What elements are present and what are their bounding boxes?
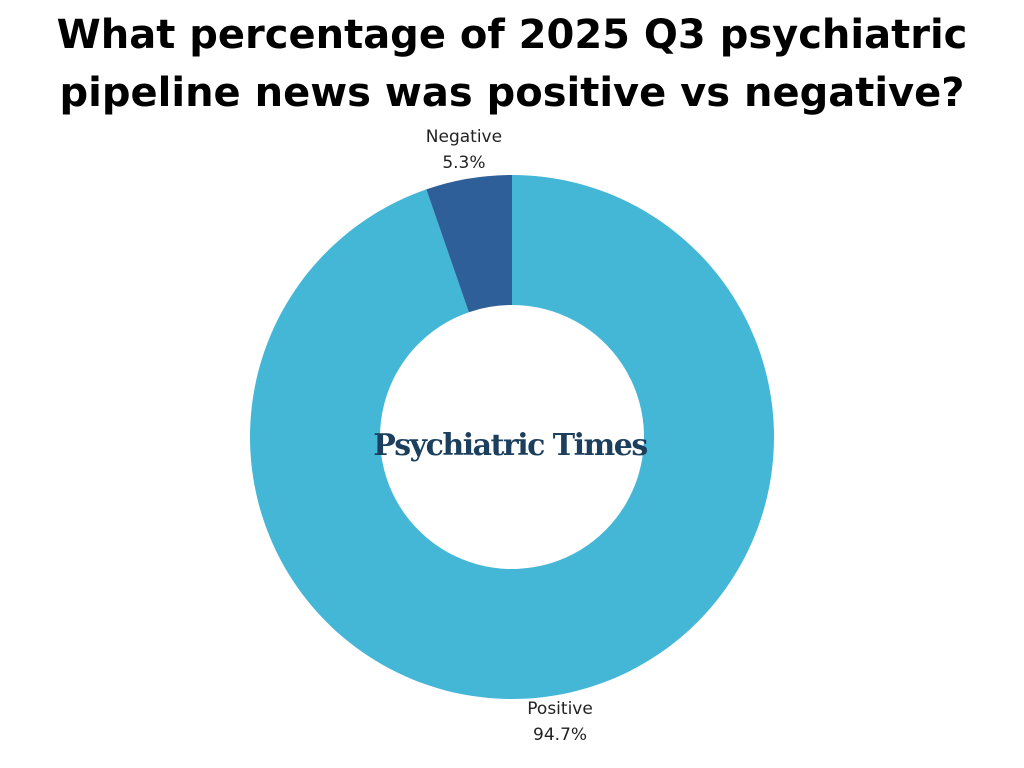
slice-label: Positive [527,699,593,719]
donut-slice [250,175,775,699]
center-logo: Psychiatric Times [373,428,647,463]
slice-value-label: 94.7% [533,725,587,745]
donut-slice [426,175,512,313]
slice-value-label: 5.3% [442,153,485,173]
slice-label: Negative [426,127,502,147]
chart-title: What percentage of 2025 Q3 psychiatric p… [56,12,968,116]
